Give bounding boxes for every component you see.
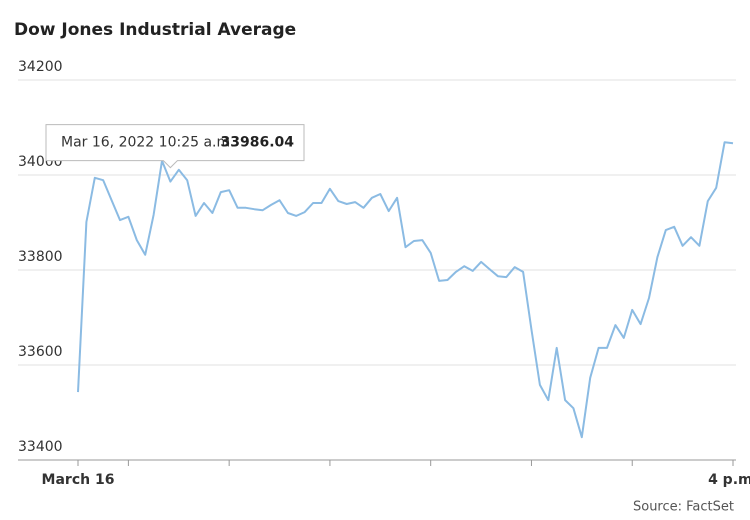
y-tick-label: 33600 <box>18 344 63 360</box>
tooltip-box <box>45 124 305 169</box>
tooltip-value: 33986.04 <box>220 135 294 151</box>
y-tick-label: 34200 <box>18 59 63 75</box>
y-tick-label: 33800 <box>18 249 63 265</box>
tooltip-label: Mar 16, 2022 10:25 a.m. <box>61 135 235 151</box>
chart-title: Dow Jones Industrial Average <box>14 20 296 40</box>
y-tick-label: 33400 <box>18 439 63 455</box>
line <box>77 141 734 439</box>
x-tick-label: 4 p.m. <box>708 472 750 488</box>
x-tick-label: March 16 <box>42 472 115 488</box>
source: Source: FactSet <box>633 500 734 515</box>
tooltip: Mar 16, 2022 10:25 a.m.33986.04 <box>45 124 305 169</box>
